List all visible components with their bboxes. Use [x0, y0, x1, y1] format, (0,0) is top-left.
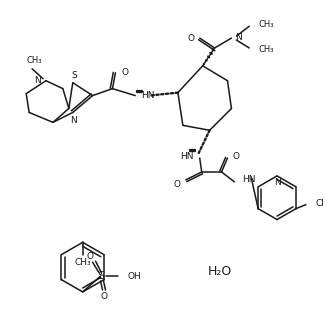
Text: O: O	[174, 180, 181, 189]
Text: N: N	[274, 178, 280, 187]
Text: S: S	[97, 271, 104, 281]
Text: N: N	[34, 76, 41, 85]
Text: S: S	[71, 71, 77, 80]
Text: Cl: Cl	[316, 199, 325, 208]
Text: H₂O: H₂O	[208, 264, 232, 278]
Text: CH₃: CH₃	[26, 56, 42, 66]
Text: CH₃: CH₃	[258, 20, 274, 29]
Text: CH₃: CH₃	[74, 258, 91, 267]
Text: O: O	[188, 33, 195, 43]
Text: N: N	[71, 116, 77, 125]
Text: O: O	[121, 68, 128, 77]
Text: O: O	[232, 152, 239, 161]
Text: O: O	[100, 292, 107, 302]
Text: N: N	[235, 32, 242, 42]
Text: CH₃: CH₃	[258, 45, 274, 55]
Text: HN: HN	[242, 175, 256, 184]
Text: HN: HN	[141, 91, 155, 100]
Text: OH: OH	[127, 271, 141, 281]
Text: O: O	[86, 252, 93, 261]
Text: HN: HN	[180, 152, 194, 161]
